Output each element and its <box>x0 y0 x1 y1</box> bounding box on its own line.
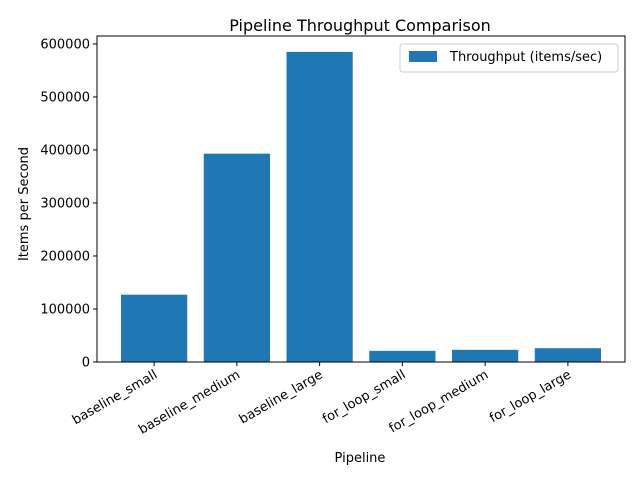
y-tick-label: 100000 <box>40 302 90 317</box>
legend: Throughput (items/sec) <box>399 43 619 73</box>
y-tick-label: 600000 <box>40 37 90 52</box>
legend-box <box>399 43 619 73</box>
bar-for-loop-medium <box>452 349 519 362</box>
y-axis-ticks: 0 100000 200000 300000 400000 500000 600000 <box>40 37 97 371</box>
bar-for-loop-small <box>369 350 436 362</box>
y-tick-label: 200000 <box>40 249 90 264</box>
y-tick-label: 0 <box>82 356 90 371</box>
bars-group <box>121 51 601 363</box>
bar-baseline-medium <box>203 153 270 362</box>
bar-baseline-large <box>286 51 353 363</box>
y-tick-label: 400000 <box>40 143 90 158</box>
y-tick-label: 300000 <box>40 196 90 211</box>
plot-frame <box>96 35 626 363</box>
y-tick-label: 500000 <box>40 90 90 105</box>
y-axis-label: Items per Second <box>17 147 32 261</box>
x-axis-label: Pipeline <box>335 451 386 466</box>
chart-title: Pipeline Throughput Comparison <box>229 16 491 35</box>
legend-label: Throughput (items/sec) <box>449 50 602 65</box>
bar-for-loop-large <box>534 348 601 362</box>
legend-swatch <box>409 51 437 62</box>
bar-baseline-small <box>121 294 188 362</box>
